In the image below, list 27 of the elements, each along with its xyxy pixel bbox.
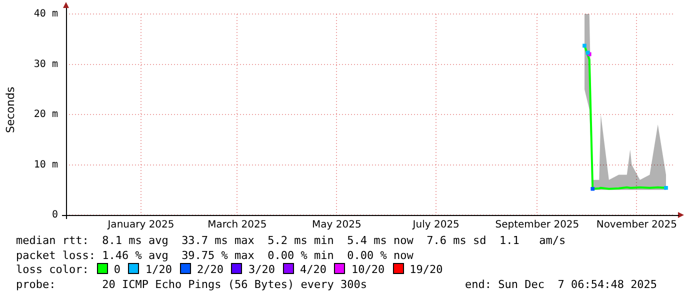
legend-label: 10/20 bbox=[351, 263, 385, 276]
legend-label: 0 bbox=[114, 263, 120, 276]
legend-label: 2/20 bbox=[196, 263, 224, 276]
point bbox=[664, 186, 668, 190]
text: probe: 20 ICMP Echo Pings (56 Bytes) every 300s bbox=[16, 278, 367, 290]
legend-title: loss color: bbox=[16, 263, 89, 276]
y-axis-title: Seconds bbox=[4, 86, 18, 136]
legend-label: 1/20 bbox=[145, 263, 172, 276]
x-tick-label: September 2025 bbox=[495, 220, 580, 231]
y-tick-label: 10 m bbox=[34, 159, 58, 170]
x-tick-label: July 2025 bbox=[412, 220, 460, 231]
x-tick-label: May 2025 bbox=[312, 220, 362, 231]
point bbox=[582, 44, 586, 48]
text: packet loss: 1.46 % avg 39.75 % max 0.00 % min 0.00 % now bbox=[16, 248, 414, 263]
y-tick-label: 0 bbox=[52, 210, 58, 221]
x-tick-label: March 2025 bbox=[208, 220, 267, 231]
x-tick-label: January 2025 bbox=[106, 220, 174, 231]
text: median rtt: 8.1 ms avg 33.7 ms max 5.2 ms min 5.4 ms now 7.6 ms sd 1.1 am/s bbox=[16, 234, 566, 248]
y-tick-label: 40 m bbox=[34, 8, 58, 20]
point bbox=[590, 186, 595, 191]
legend-label: 4/20 bbox=[300, 263, 326, 276]
y-tick-label: 20 m bbox=[34, 109, 58, 120]
x-tick-label: November 2025 bbox=[596, 220, 677, 231]
legend-label: 19/20 bbox=[410, 263, 443, 276]
text: end: Sun Dec 7 06:54:48 2025 bbox=[465, 278, 658, 292]
legend-label: 3/20 bbox=[248, 263, 275, 276]
y-tick-label: 30 m bbox=[34, 58, 58, 70]
